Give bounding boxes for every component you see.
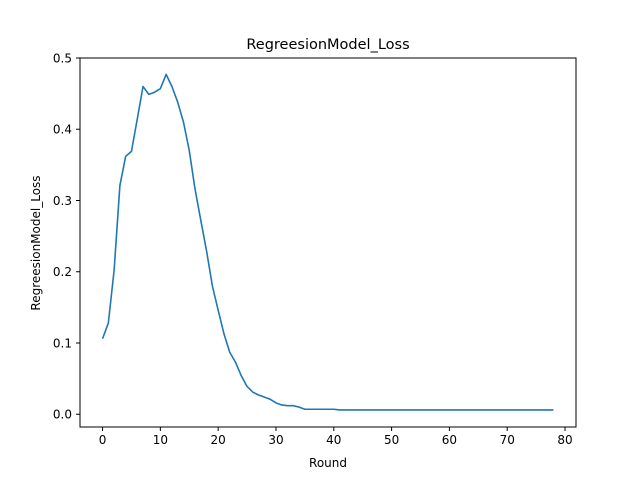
x-tick-label: 70: [500, 433, 515, 447]
x-tick-label: 50: [384, 433, 399, 447]
plot-area-frame: [79, 57, 577, 428]
loss-series-line: [101, 73, 554, 411]
y-tick-label: 0.2: [53, 265, 72, 279]
chart-title: RegreesionModel_Loss: [246, 37, 409, 53]
x-axis-label: Round: [309, 456, 347, 470]
y-axis-ticks: 0.0 0.1 0.2 0.3 0.4 0.5: [53, 52, 80, 422]
x-tick-label: 10: [153, 433, 168, 447]
y-tick-label: 0.4: [53, 123, 72, 137]
y-tick-label: 0.0: [53, 408, 72, 422]
y-tick-label: 0.3: [53, 194, 72, 208]
x-tick-label: 20: [211, 433, 226, 447]
x-tick-label: 80: [557, 433, 572, 447]
y-tick-label: 0.1: [53, 336, 72, 350]
x-tick-label: 40: [326, 433, 341, 447]
y-axis-label: RegreesionModel_Loss: [29, 175, 43, 310]
x-tick-label: 30: [268, 433, 283, 447]
x-axis-ticks: 0 10 20 30 40 50 60 70 80: [99, 427, 573, 447]
series-layer: [101, 73, 554, 411]
x-tick-label: 60: [442, 433, 457, 447]
x-tick-label: 0: [99, 433, 107, 447]
y-tick-label: 0.5: [53, 52, 72, 66]
